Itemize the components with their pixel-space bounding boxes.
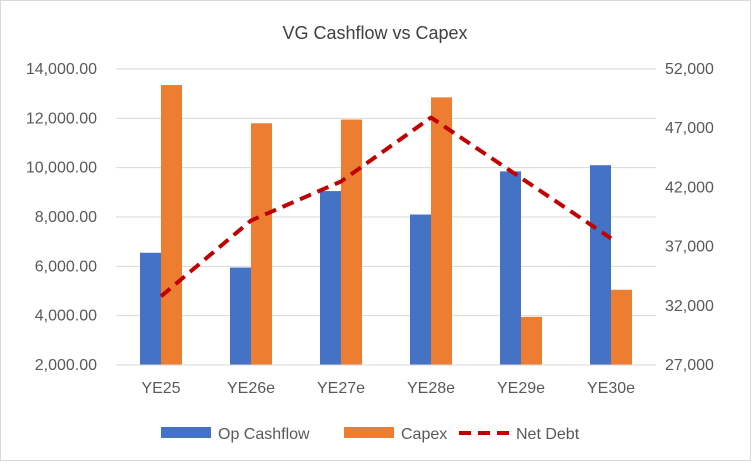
op-cashflow-bar (590, 165, 611, 365)
left-tick-label: 12,000.00 (26, 110, 97, 127)
op-cashflow-bar (320, 191, 341, 365)
capex-bar (521, 316, 542, 365)
right-tick-label: 47,000 (665, 120, 714, 137)
capex-bar (251, 123, 272, 366)
left-tick-label: 10,000.00 (26, 160, 97, 177)
x-axis-ticks: YE25 YE26e YE27e YE28e YE29e YE30e (141, 380, 635, 397)
left-axis-ticks: 2,000.00 4,000.00 6,000.00 8,000.00 10,000.0… (26, 61, 97, 374)
x-tick-label: YE29e (497, 380, 545, 397)
capex-bar (431, 97, 452, 365)
op-cashflow-bar (410, 214, 431, 365)
right-tick-label: 37,000 (665, 239, 714, 256)
right-axis-ticks: 27,000 32,000 37,000 42,000 47,000 52,000 (665, 61, 714, 374)
legend-label: Capex (401, 426, 447, 443)
x-tick-label: YE26e (227, 380, 275, 397)
op-cashflow-bar (230, 267, 251, 365)
legend-label: Op Cashflow (218, 426, 310, 443)
x-tick-label: YE28e (407, 380, 455, 397)
right-tick-label: 27,000 (665, 357, 714, 374)
capex-bar (611, 289, 632, 365)
legend-label: Net Debt (516, 426, 580, 443)
left-tick-label: 2,000.00 (35, 357, 97, 374)
left-tick-label: 14,000.00 (26, 61, 97, 78)
chart-title: VG Cashflow vs Capex (282, 23, 467, 43)
legend-swatch (161, 427, 211, 438)
legend: Op Cashflow Capex Net Debt (161, 426, 580, 443)
left-tick-label: 4,000.00 (35, 308, 97, 325)
bar-series (140, 85, 632, 366)
right-tick-label: 52,000 (665, 61, 714, 78)
net-debt-line (159, 115, 613, 298)
right-tick-label: 32,000 (665, 298, 714, 315)
capex-bar (341, 119, 362, 365)
left-tick-label: 6,000.00 (35, 258, 97, 275)
x-tick-label: YE25 (141, 380, 180, 397)
gridlines (116, 68, 656, 317)
legend-swatch (344, 427, 394, 438)
op-cashflow-bar (500, 171, 521, 365)
x-tick-label: YE27e (317, 380, 365, 397)
right-tick-label: 42,000 (665, 179, 714, 196)
line-series (159, 115, 613, 298)
left-tick-label: 8,000.00 (35, 209, 97, 226)
capex-bar (161, 85, 182, 366)
x-tick-label: YE30e (587, 380, 635, 397)
op-cashflow-bar (140, 252, 161, 365)
